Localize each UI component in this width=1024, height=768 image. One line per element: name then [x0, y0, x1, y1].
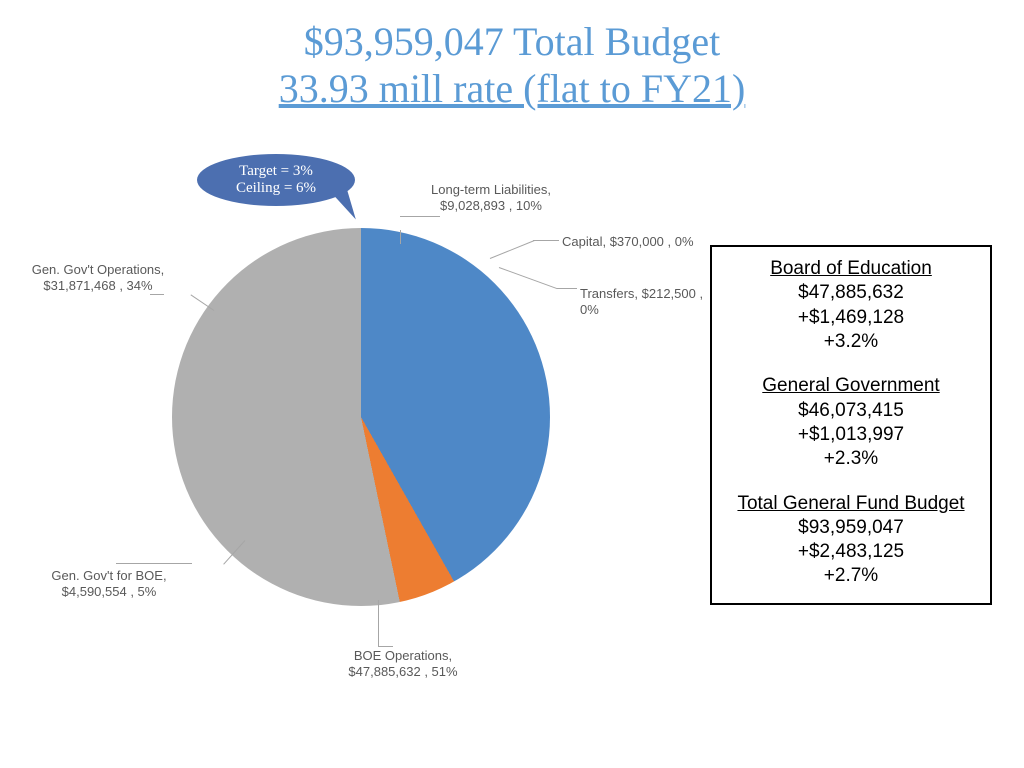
leader-line	[499, 267, 558, 289]
leader-line	[400, 230, 401, 244]
target-callout-tail	[335, 190, 360, 223]
leader-line	[533, 240, 559, 241]
leader-line	[378, 600, 379, 646]
summary-info-box: Board of Education $47,885,632 +$1,469,1…	[710, 245, 992, 605]
infobox-gov-pct: +2.3%	[716, 447, 986, 471]
slice-label-gov-ops: Gen. Gov't Operations, $31,871,468 , 34%	[18, 262, 178, 295]
target-callout: Target = 3% Ceiling = 6%	[196, 153, 356, 207]
slice-label-capital: Capital, $370,000 , 0%	[562, 234, 722, 250]
infobox-boe-delta: +$1,469,128	[716, 306, 986, 330]
infobox-gov-header: General Government	[716, 374, 986, 398]
infobox-total-header: Total General Fund Budget	[716, 492, 986, 516]
infobox-gov-delta: +$1,013,997	[716, 423, 986, 447]
slice-label-ltl: Long-term Liabilities, $9,028,893 , 10%	[406, 182, 576, 215]
infobox-boe-pct: +3.2%	[716, 330, 986, 354]
infobox-total-pct: +2.7%	[716, 564, 986, 588]
leader-line	[557, 288, 577, 289]
infobox-boe-header: Board of Education	[716, 257, 986, 281]
title-line-2: 33.93 mill rate (flat to FY21)	[0, 65, 1024, 112]
infobox-boe-amount: $47,885,632	[716, 281, 986, 305]
infobox-total-delta: +$2,483,125	[716, 540, 986, 564]
leader-line	[400, 216, 440, 217]
slice-label-gov-boe: Gen. Gov't for BOE, $4,590,554 , 5%	[34, 568, 184, 601]
slice-label-transfers: Transfers, $212,500 , 0%	[580, 286, 730, 319]
slice-label-boe: BOE Operations, $47,885,632 , 51%	[318, 648, 488, 681]
page-title: $93,959,047 Total Budget 33.93 mill rate…	[0, 18, 1024, 112]
budget-pie-chart	[172, 228, 550, 606]
title-line-1: $93,959,047 Total Budget	[0, 18, 1024, 65]
leader-line	[490, 240, 535, 259]
infobox-gov-amount: $46,073,415	[716, 399, 986, 423]
leader-line	[378, 646, 393, 647]
infobox-total-amount: $93,959,047	[716, 516, 986, 540]
leader-line	[116, 563, 192, 564]
